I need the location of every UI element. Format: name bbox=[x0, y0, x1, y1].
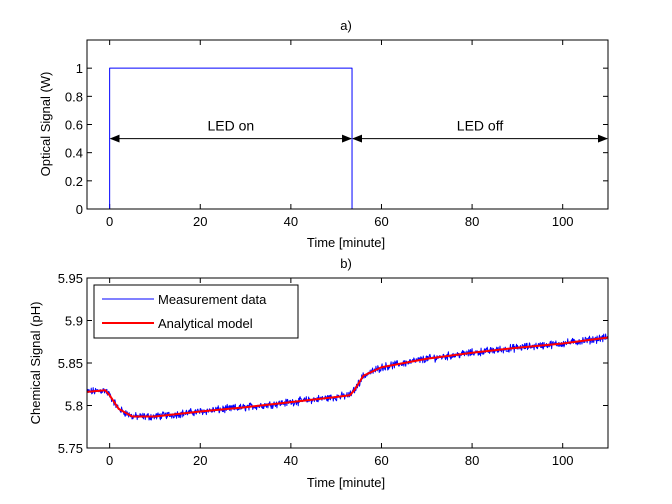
panel-a-xtick-label: 20 bbox=[193, 214, 207, 229]
panel-a-plot-area bbox=[87, 40, 608, 209]
legend-box bbox=[93, 284, 299, 339]
panel-b-xtick-label: 80 bbox=[465, 453, 479, 468]
panel-b-series-1 bbox=[86, 336, 609, 418]
panel-b-ytick-label: 5.85 bbox=[58, 356, 83, 371]
panel-b-xlabel: Time [minute] bbox=[307, 475, 385, 490]
annotation-label: LED on bbox=[207, 118, 254, 134]
panel-a-title: a) bbox=[340, 18, 352, 33]
panel-a-xtick-label: 0 bbox=[106, 214, 113, 229]
panel-b-title: b) bbox=[340, 256, 352, 271]
panel-a-ytick-label: 0.6 bbox=[65, 118, 83, 133]
panel-b-ytick-label: 5.75 bbox=[58, 441, 83, 456]
panel-a-ytick-label: 0.4 bbox=[65, 146, 83, 161]
panel-b-series-0 bbox=[86, 333, 609, 421]
panel-a-ytick-label: 0.8 bbox=[65, 89, 83, 104]
panel-a-xtick-label: 40 bbox=[284, 214, 298, 229]
legend-label-model: Analytical model bbox=[158, 316, 253, 331]
panel-b-ytick-label: 5.8 bbox=[65, 399, 83, 414]
panel-b-xtick-label: 0 bbox=[106, 453, 113, 468]
panel-b-ytick-label: 5.95 bbox=[58, 271, 83, 286]
annotation-label: LED off bbox=[457, 118, 504, 134]
panel-b-xtick-label: 60 bbox=[374, 453, 388, 468]
panel-b-axes-box bbox=[86, 277, 609, 449]
panel-a-ylabel: Optical Signal (W) bbox=[38, 72, 53, 177]
legend-label-measurement: Measurement data bbox=[158, 292, 267, 307]
panel-a: a) 0 20 40 60 80 100 0 0.2 0.4 0.6 0.8 1 LED on LED … bbox=[38, 18, 609, 250]
panel-b-ylabel: Chemical Signal (pH) bbox=[28, 302, 43, 425]
panel-b-xtick-label: 100 bbox=[552, 453, 574, 468]
panel-b-xtick-label: 20 bbox=[193, 453, 207, 468]
panel-b-xtick-label: 40 bbox=[284, 453, 298, 468]
panel-a-ytick-label: 1 bbox=[76, 61, 83, 76]
panel-a-xlabel: Time [minute] bbox=[307, 235, 385, 250]
panel-a-xtick-label: 60 bbox=[374, 214, 388, 229]
panel-a-ytick-label: 0.2 bbox=[65, 174, 83, 189]
panel-a-axes-box bbox=[86, 39, 609, 210]
panel-a-xtick-label: 100 bbox=[552, 214, 574, 229]
panel-b: b) 0 20 40 60 80 100 5.75 5.8 5.85 5.9 5.95 Measur… bbox=[28, 256, 609, 490]
panel-b-ytick-label: 5.9 bbox=[65, 314, 83, 329]
legend: Measurement data Analytical model bbox=[93, 284, 299, 339]
panel-a-ytick-label: 0 bbox=[76, 202, 83, 217]
panel-a-xtick-label: 80 bbox=[465, 214, 479, 229]
